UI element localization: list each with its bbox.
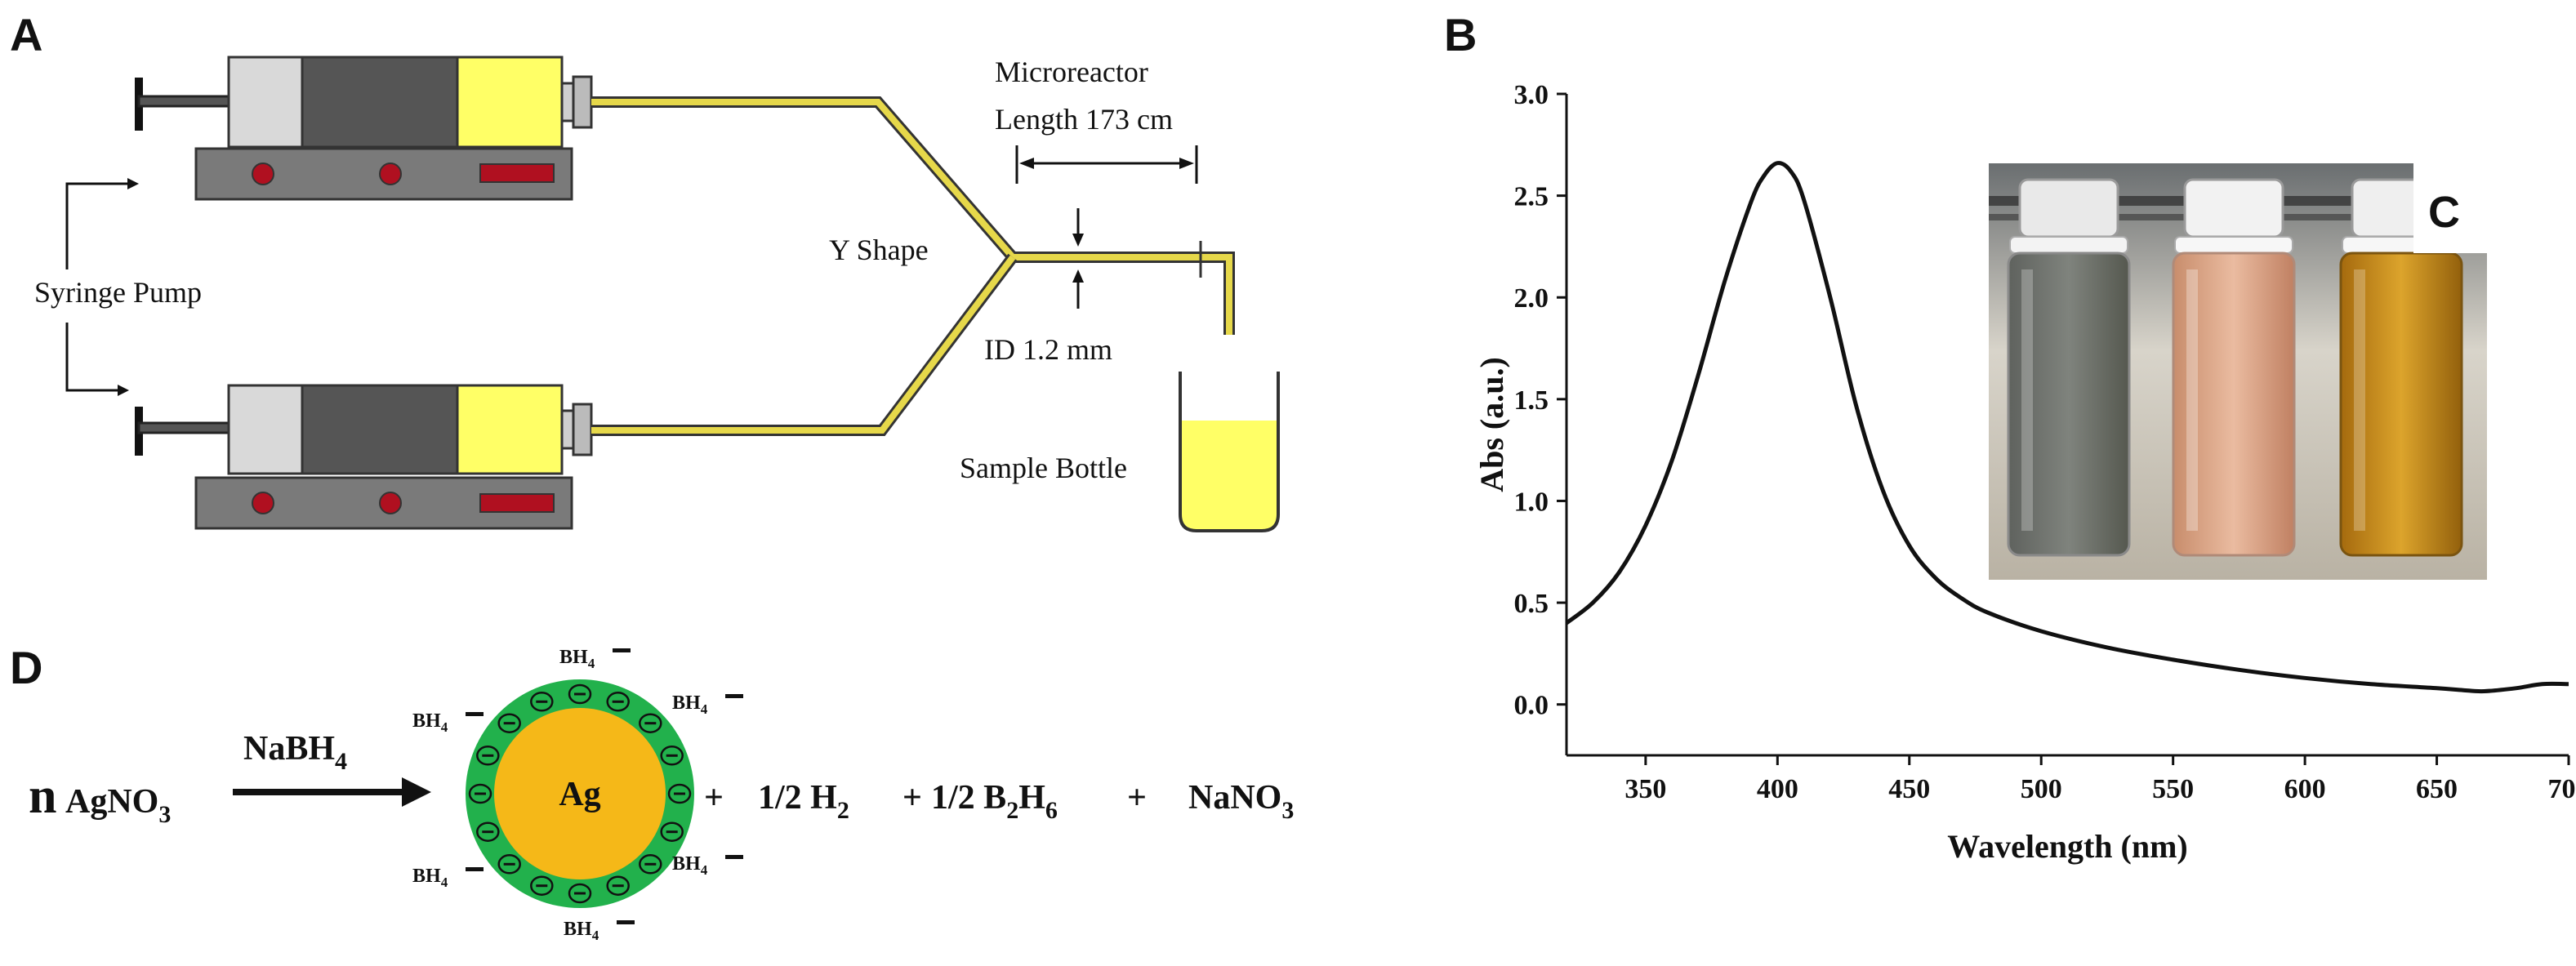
syringe-tip-bottom [560, 409, 575, 450]
reaction-equation: n AgNO3 NaBH4 Ag BH4 BH4 BH4 BH4 BH4 BH4… [29, 647, 1294, 943]
ligand-label: BH4 [412, 866, 448, 890]
vial-photo-inset: C [1989, 163, 2487, 580]
y-tick-label: 0.0 [1514, 691, 1549, 721]
syringe-reagent-bottom [456, 384, 564, 475]
panel-label-c: C [2428, 188, 2460, 237]
product-sodium-nitrate: NaNO3 [1188, 779, 1294, 824]
syringe-tip-top [560, 82, 575, 122]
plus-sign: + [902, 779, 922, 817]
panel-label-a: A [10, 9, 43, 60]
panel-label-b: B [1444, 9, 1477, 60]
pump-pointer-arrows [65, 178, 139, 396]
ligand-label: BH4 [412, 710, 448, 735]
ligand-label: BH4 [672, 692, 708, 717]
syringe-pump-label: Syringe Pump [34, 276, 202, 309]
y-tick-label: 1.0 [1514, 487, 1549, 517]
pump-button-icon [252, 162, 274, 185]
product-diborane: 1/2 B2H6 [931, 779, 1058, 824]
core-label: Ag [559, 776, 600, 813]
reagent-formula: NaBH4 [243, 730, 347, 775]
reactant-formula: AgNO3 [65, 783, 171, 828]
inner-diameter-arrows [1072, 208, 1084, 309]
absorbance-curve [1565, 161, 2569, 694]
length-dimension-arrow [1015, 145, 1198, 184]
sample-bottle [1179, 372, 1280, 532]
ligand-labels: BH4 BH4 BH4 BH4 BH4 BH4 [412, 647, 743, 943]
y-tick-label: 2.5 [1514, 182, 1549, 212]
sample-bottle-label: Sample Bottle [960, 452, 1127, 484]
uv-vis-spectrum-chart: 350 400 450 500 550 600 650 700 0.0 0.5 1.0 1.5 2.0 2… [1473, 80, 2576, 865]
syringe-pump-top [135, 56, 593, 201]
stoich-n: n [29, 768, 56, 824]
silver-core [494, 708, 666, 879]
y-tick-label: 1.5 [1514, 385, 1549, 416]
surface-charges [468, 683, 692, 904]
y-tick-label: 3.0 [1514, 80, 1549, 110]
pump-button-icon [379, 492, 402, 514]
y-tick-label: 2.0 [1514, 283, 1549, 314]
syringe-barrel-top [301, 56, 459, 149]
plus-sign: + [704, 779, 724, 817]
x-tick-label: 700 [2548, 774, 2576, 804]
x-tick-label: 600 [2284, 774, 2326, 804]
microreactor-tubing [591, 96, 1235, 436]
y-shape-label: Y Shape [829, 234, 929, 266]
luer-fitting-bottom [572, 403, 593, 456]
pump-button-icon [252, 492, 274, 514]
silver-nanoparticle: Ag [466, 679, 694, 908]
syringe-plunger-top [227, 56, 304, 149]
pump-display-icon [479, 163, 555, 183]
syringe-plunger-bottom [227, 384, 304, 475]
pump-button-icon [379, 162, 402, 185]
plus-sign: + [1127, 779, 1147, 817]
pump-display-icon [479, 493, 555, 513]
vial-grey [2007, 178, 2131, 557]
x-tick-label: 550 [2152, 774, 2194, 804]
ligand-label: BH4 [559, 647, 595, 671]
product-hydrogen: 1/2 H2 [758, 779, 849, 824]
length-label: Length 173 cm [995, 103, 1173, 136]
luer-fitting-top [572, 75, 593, 129]
x-tick-label: 650 [2416, 774, 2458, 804]
x-tick-label: 500 [2021, 774, 2062, 804]
x-axis-title: Wavelength (nm) [1947, 828, 2187, 865]
panel-label-d: D [10, 642, 43, 693]
setup-diagram: Syringe Pump Microreactor Length 173 cm … [34, 56, 1280, 532]
reaction-arrowhead-icon [402, 777, 431, 807]
microreactor-label: Microreactor [995, 56, 1148, 88]
x-tick-label: 400 [1757, 774, 1798, 804]
syringe-barrel-bottom [301, 384, 459, 475]
x-tick-label: 450 [1888, 774, 1930, 804]
ligand-label: BH4 [564, 919, 599, 943]
syringe-pump-bottom [135, 384, 593, 530]
syringe-reagent-top [456, 56, 564, 149]
x-tick-label: 350 [1624, 774, 1666, 804]
y-tick-label: 0.5 [1514, 589, 1549, 619]
y-axis-title: Abs (a.u.) [1473, 357, 1510, 492]
id-label: ID 1.2 mm [984, 333, 1112, 366]
ligand-label: BH4 [672, 853, 708, 878]
vial-pink [2172, 178, 2296, 557]
